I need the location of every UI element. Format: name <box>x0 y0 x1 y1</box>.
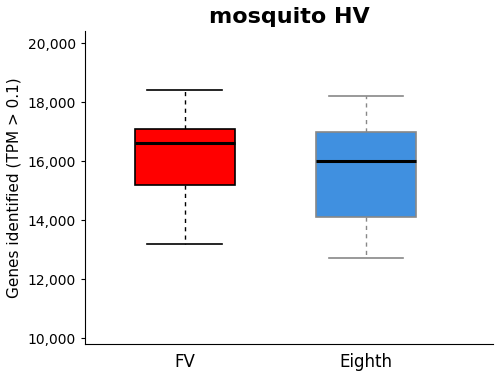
Bar <box>316 132 416 217</box>
Y-axis label: Genes identified (TPM > 0.1): Genes identified (TPM > 0.1) <box>7 77 22 298</box>
Bar <box>135 129 234 185</box>
Title: mosquito HV: mosquito HV <box>208 7 370 27</box>
